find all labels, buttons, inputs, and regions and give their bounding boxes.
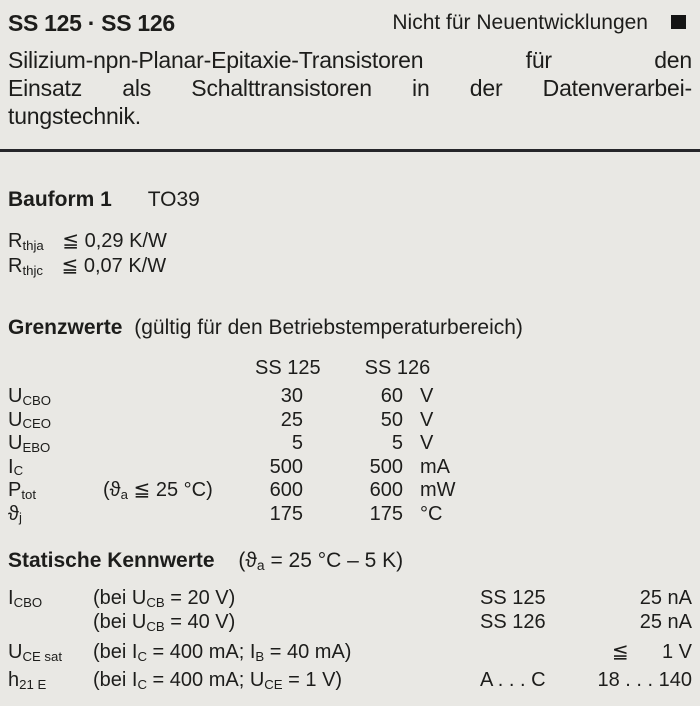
grenzwerte-column-headers: SS 125 SS 126 <box>8 357 692 380</box>
page-header: SS 125 · SS 126 Nicht für Neuentwicklung… <box>8 10 692 37</box>
column-header-ss126: SS 126 <box>364 357 431 379</box>
thermal-symbol: Rthjc <box>8 255 43 278</box>
param-unit: V <box>420 432 434 454</box>
param-unit: V <box>420 408 434 431</box>
char-symbol: h21 E <box>8 669 47 692</box>
table-row: UCBO 30 60 V <box>8 385 692 409</box>
thermal-value: ≦ 0,07 K/W <box>61 255 167 277</box>
section-title: Grenzwerte <box>8 316 123 339</box>
char-symbol: UCE sat <box>8 641 63 664</box>
param-value-ss126: 600 <box>369 479 403 501</box>
param-value-ss125: 30 <box>280 385 303 407</box>
char-type <box>473 638 585 666</box>
thermal-row: Rthjc ≦ 0,07 K/W <box>8 254 692 279</box>
char-condition: (bei IC = 400 mA; UCE = 1 V) <box>93 669 343 692</box>
statische-table: ICBO (bei UCB = 20 V) SS 125 25 nA (bei … <box>8 586 692 694</box>
thermal-symbol: Rthja <box>8 230 44 253</box>
table-row: UCE sat (bei IC = 400 mA; IB = 40 mA) ≦ … <box>8 638 692 666</box>
thermal-resistance-block: Rthja ≦ 0,29 K/W Rthjc ≦ 0,07 K/W <box>8 229 692 279</box>
divider-rule <box>0 149 700 152</box>
param-unit: °C <box>420 502 443 525</box>
description-line: Einsatz als Schalttransistoren in der Da… <box>8 75 692 101</box>
black-square-marker-icon <box>671 15 686 29</box>
bauform-line: Bauform 1 TO39 <box>8 188 692 212</box>
param-unit: V <box>420 385 434 407</box>
param-value-ss125: 175 <box>269 502 303 525</box>
table-row: ϑj 175 175 °C <box>8 503 692 527</box>
param-value-ss126: 50 <box>380 408 403 431</box>
char-condition: (bei UCB = 40 V) <box>93 611 236 634</box>
char-value: 18 . . . 140 <box>597 669 692 691</box>
thermal-row: Rthja ≦ 0,29 K/W <box>8 229 692 254</box>
table-row: UEBO 5 5 V <box>8 432 692 456</box>
obsolete-notice: Nicht für Neuentwicklungen <box>392 11 648 34</box>
char-symbol <box>8 610 93 634</box>
char-condition: (bei IC = 400 mA; IB = 40 mA) <box>93 641 352 664</box>
param-condition <box>103 503 248 527</box>
param-value-ss125: 25 <box>280 408 303 431</box>
grenzwerte-table: UCBO 30 60 V UCEO 25 50 V UEBO 5 5 V IC … <box>8 385 692 526</box>
char-value: 25 nA <box>639 587 692 609</box>
description-line: tungstechnik. <box>8 103 141 129</box>
bauform-label: Bauform 1 <box>8 188 112 211</box>
table-row: UCEO 25 50 V <box>8 409 692 433</box>
section-condition: (ϑa = 25 °C – 5 K) <box>238 549 404 574</box>
description-paragraph: Silizium-npn-Planar-Epitaxie-Transistore… <box>8 46 692 130</box>
column-header-ss125: SS 125 <box>255 357 321 379</box>
bauform-value: TO39 <box>147 188 200 211</box>
param-symbol: Ptot <box>8 479 37 502</box>
param-symbol: UEBO <box>8 432 51 455</box>
param-symbol: UCBO <box>8 385 52 408</box>
char-value: ≦ 1 V <box>611 641 692 663</box>
param-condition: (ϑa ≦ 25 °C) <box>103 479 213 502</box>
param-value-ss126: 500 <box>369 455 403 478</box>
thermal-value: ≦ 0,29 K/W <box>62 230 167 252</box>
param-symbol: UCEO <box>8 408 52 432</box>
page-title: SS 125 · SS 126 <box>8 10 175 36</box>
table-row: Ptot (ϑa ≦ 25 °C) 600 600 mW <box>8 479 692 503</box>
description-line: Silizium-npn-Planar-Epitaxie-Transistore… <box>8 47 692 73</box>
table-row: h21 E (bei IC = 400 mA; UCE = 1 V) A . .… <box>8 666 692 694</box>
param-symbol: IC <box>8 455 24 479</box>
param-value-ss125: 5 <box>291 432 303 454</box>
param-value-ss126: 5 <box>391 432 403 454</box>
param-value-ss125: 600 <box>269 479 303 501</box>
param-unit: mW <box>420 479 456 501</box>
char-value: 25 nA <box>639 611 692 633</box>
section-heading-grenzwerte: Grenzwerte (gültig für den Betriebstempe… <box>8 316 692 340</box>
table-row: IC 500 500 mA <box>8 456 692 480</box>
param-condition <box>103 432 248 456</box>
char-symbol: ICBO <box>8 587 43 610</box>
section-title: Statische Kennwerte <box>8 549 215 572</box>
param-value-ss126: 175 <box>369 502 403 525</box>
char-type: A . . . C <box>480 669 546 691</box>
param-condition <box>103 409 248 433</box>
char-type: SS 125 <box>480 587 546 609</box>
param-unit: mA <box>420 455 450 478</box>
table-row: (bei UCB = 40 V) SS 126 25 nA <box>8 610 692 634</box>
param-value-ss125: 500 <box>269 455 303 478</box>
section-heading-statische-kennwerte: Statische Kennwerte (ϑa = 25 °C – 5 K) <box>8 549 692 573</box>
char-type: SS 126 <box>480 611 546 633</box>
param-condition <box>103 456 248 480</box>
param-value-ss126: 60 <box>380 385 403 407</box>
param-condition <box>103 385 248 409</box>
section-subtitle: (gültig für den Betriebstemperaturbereic… <box>134 316 523 339</box>
param-symbol: ϑj <box>8 502 22 526</box>
table-row: ICBO (bei UCB = 20 V) SS 125 25 nA <box>8 586 692 610</box>
char-condition: (bei UCB = 20 V) <box>93 587 236 610</box>
